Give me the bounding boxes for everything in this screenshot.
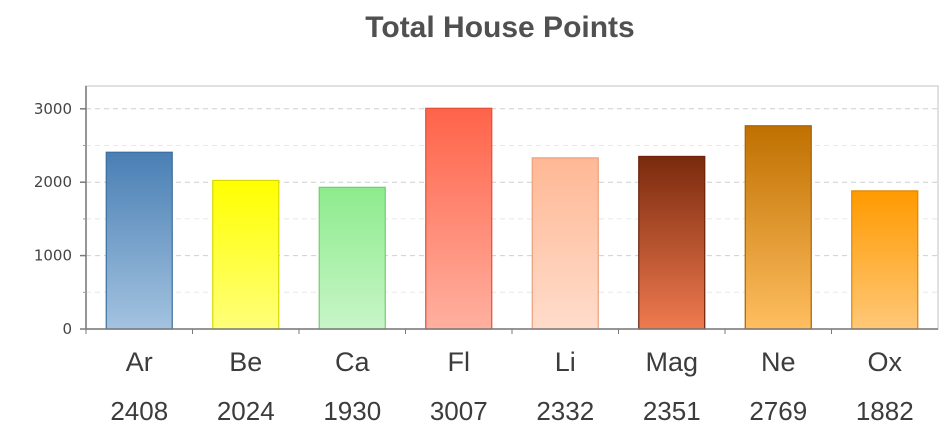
bar-value-label: 2351 bbox=[643, 396, 701, 426]
x-category-label: Ox bbox=[867, 347, 902, 377]
bar-ar bbox=[105, 151, 173, 330]
bar-ca bbox=[318, 186, 386, 330]
bar-be bbox=[212, 179, 280, 330]
bar-value-label: 2024 bbox=[217, 396, 275, 426]
axes bbox=[80, 86, 938, 334]
x-category-labels: Ar Be Ca Fl Li Mag Ne Ox bbox=[126, 347, 903, 377]
bar-value-label: 1930 bbox=[323, 396, 381, 426]
y-tick-label: 2000 bbox=[34, 173, 72, 191]
bar-value-label: 3007 bbox=[430, 396, 488, 426]
y-tick-label: 1000 bbox=[34, 247, 72, 265]
bar-li bbox=[531, 157, 599, 330]
x-category-label: Ca bbox=[335, 347, 370, 377]
bar-value-label: 2769 bbox=[749, 396, 807, 426]
bar-mag bbox=[638, 155, 706, 330]
bar-ox bbox=[851, 190, 919, 330]
x-category-label: Be bbox=[229, 347, 262, 377]
x-category-label: Ar bbox=[126, 347, 153, 377]
bar-fl bbox=[425, 107, 493, 330]
x-category-label: Fl bbox=[448, 347, 471, 377]
x-category-label: Li bbox=[555, 347, 576, 377]
y-tick-labels: 0 1000 2000 3000 bbox=[34, 100, 72, 338]
bars bbox=[105, 107, 919, 330]
chart-title: Total House Points bbox=[365, 11, 634, 44]
y-tick-label: 3000 bbox=[34, 100, 72, 118]
x-category-label: Ne bbox=[761, 347, 796, 377]
value-labels: 2408 2024 1930 3007 2332 2351 2769 1882 bbox=[110, 396, 913, 426]
bar-value-label: 1882 bbox=[856, 396, 914, 426]
gridlines bbox=[86, 108, 938, 293]
x-category-label: Mag bbox=[645, 347, 698, 377]
y-tick-label: 0 bbox=[62, 320, 72, 338]
bar-value-label: 2332 bbox=[536, 396, 594, 426]
bar-value-label: 2408 bbox=[110, 396, 168, 426]
bar-ne bbox=[744, 125, 812, 330]
